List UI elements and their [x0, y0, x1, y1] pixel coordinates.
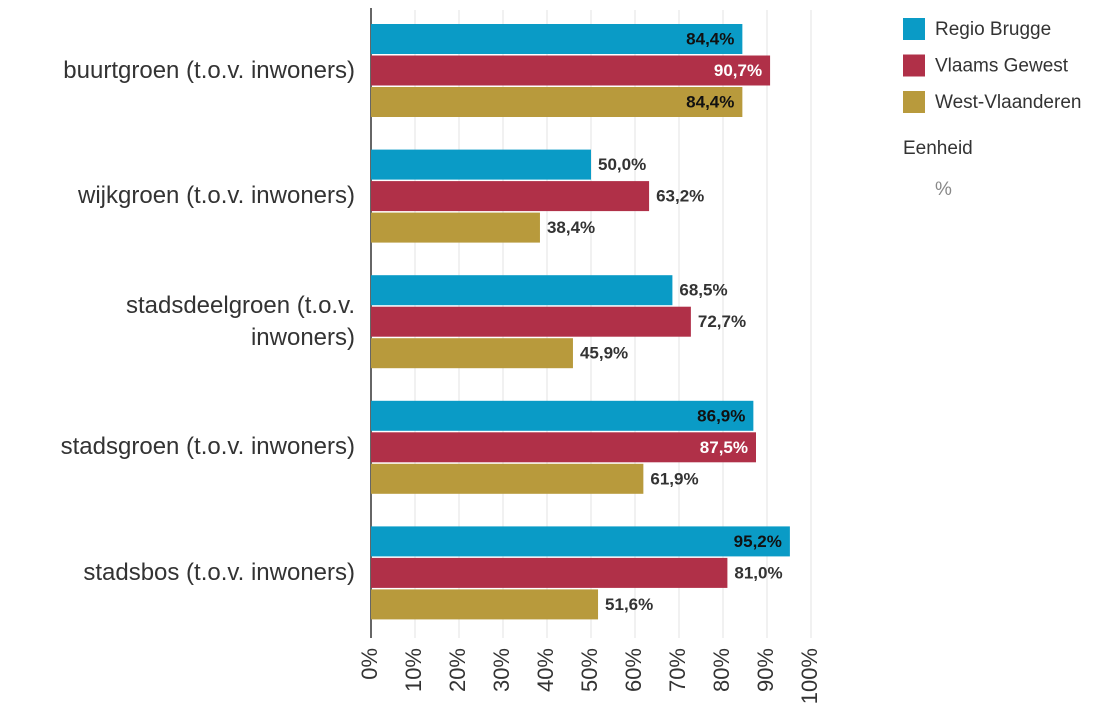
- bar: [371, 149, 591, 180]
- bar: [371, 212, 540, 243]
- y-tick-label: stadsgroen (t.o.v. inwoners): [60, 433, 355, 461]
- data-label: 81,0%: [734, 563, 782, 582]
- x-tick-label: 100%: [797, 648, 822, 704]
- legend-swatch: [903, 18, 925, 40]
- legend-swatch: [903, 54, 925, 77]
- legend-unit-title: Eenheid: [903, 138, 973, 159]
- bar: [371, 400, 754, 431]
- data-label: 84,4%: [686, 92, 734, 111]
- legend-unit: %: [935, 179, 952, 200]
- bar: [371, 181, 650, 212]
- bar: [371, 589, 599, 620]
- bar: [371, 463, 644, 494]
- y-tick-label: stadsdeelgroen (t.o.v. inwoners): [125, 291, 355, 351]
- bar: [371, 24, 743, 54]
- x-tick-label: 0%: [357, 648, 382, 680]
- x-tick-label: 80%: [709, 648, 734, 692]
- data-label: 72,7%: [698, 312, 746, 331]
- x-tick-label: 20%: [445, 648, 470, 692]
- bar: [371, 526, 790, 557]
- legend-label: Regio Brugge: [935, 19, 1051, 40]
- bar: [371, 306, 691, 337]
- bar: [371, 275, 673, 306]
- data-label: 87,5%: [700, 438, 748, 457]
- bar: [371, 55, 771, 86]
- bar: [371, 557, 728, 588]
- data-label: 90,7%: [714, 61, 762, 80]
- data-label: 68,5%: [679, 281, 727, 300]
- data-label: 84,4%: [686, 29, 734, 48]
- legend-label: Vlaams Gewest: [935, 56, 1069, 77]
- y-tick-label: stadsbos (t.o.v. inwoners): [83, 558, 355, 586]
- y-tick-label: buurtgroen (t.o.v. inwoners): [63, 56, 355, 84]
- data-label: 51,6%: [605, 595, 653, 614]
- bar: [371, 87, 743, 117]
- legend-label: West-Vlaanderen: [935, 92, 1081, 113]
- x-tick-label: 70%: [665, 648, 690, 692]
- x-tick-label: 10%: [401, 648, 426, 692]
- x-tick-label: 30%: [489, 648, 514, 692]
- data-label: 50,0%: [598, 155, 646, 174]
- bar: [371, 432, 756, 463]
- x-tick-label: 50%: [577, 648, 602, 692]
- x-tick-label: 60%: [621, 648, 646, 692]
- x-tick-label: 40%: [533, 648, 558, 692]
- data-label: 63,2%: [656, 187, 704, 206]
- y-tick-label: wijkgroen (t.o.v. inwoners): [78, 182, 355, 210]
- data-label: 45,9%: [580, 344, 628, 363]
- data-label: 95,2%: [734, 532, 782, 551]
- bar: [371, 338, 573, 369]
- data-label: 38,4%: [547, 218, 595, 237]
- data-label: 61,9%: [650, 469, 698, 488]
- x-tick-label: 90%: [753, 648, 778, 692]
- legend-swatch: [903, 91, 925, 113]
- data-label: 86,9%: [697, 406, 745, 425]
